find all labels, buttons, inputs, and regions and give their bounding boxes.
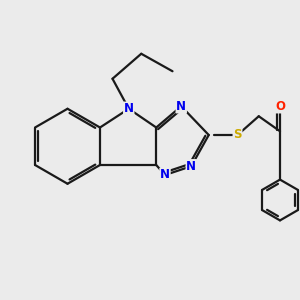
- Text: N: N: [160, 169, 170, 182]
- Text: N: N: [186, 160, 196, 173]
- Text: O: O: [275, 100, 285, 113]
- Text: N: N: [176, 100, 186, 113]
- Text: S: S: [233, 128, 242, 142]
- Text: N: N: [124, 102, 134, 115]
